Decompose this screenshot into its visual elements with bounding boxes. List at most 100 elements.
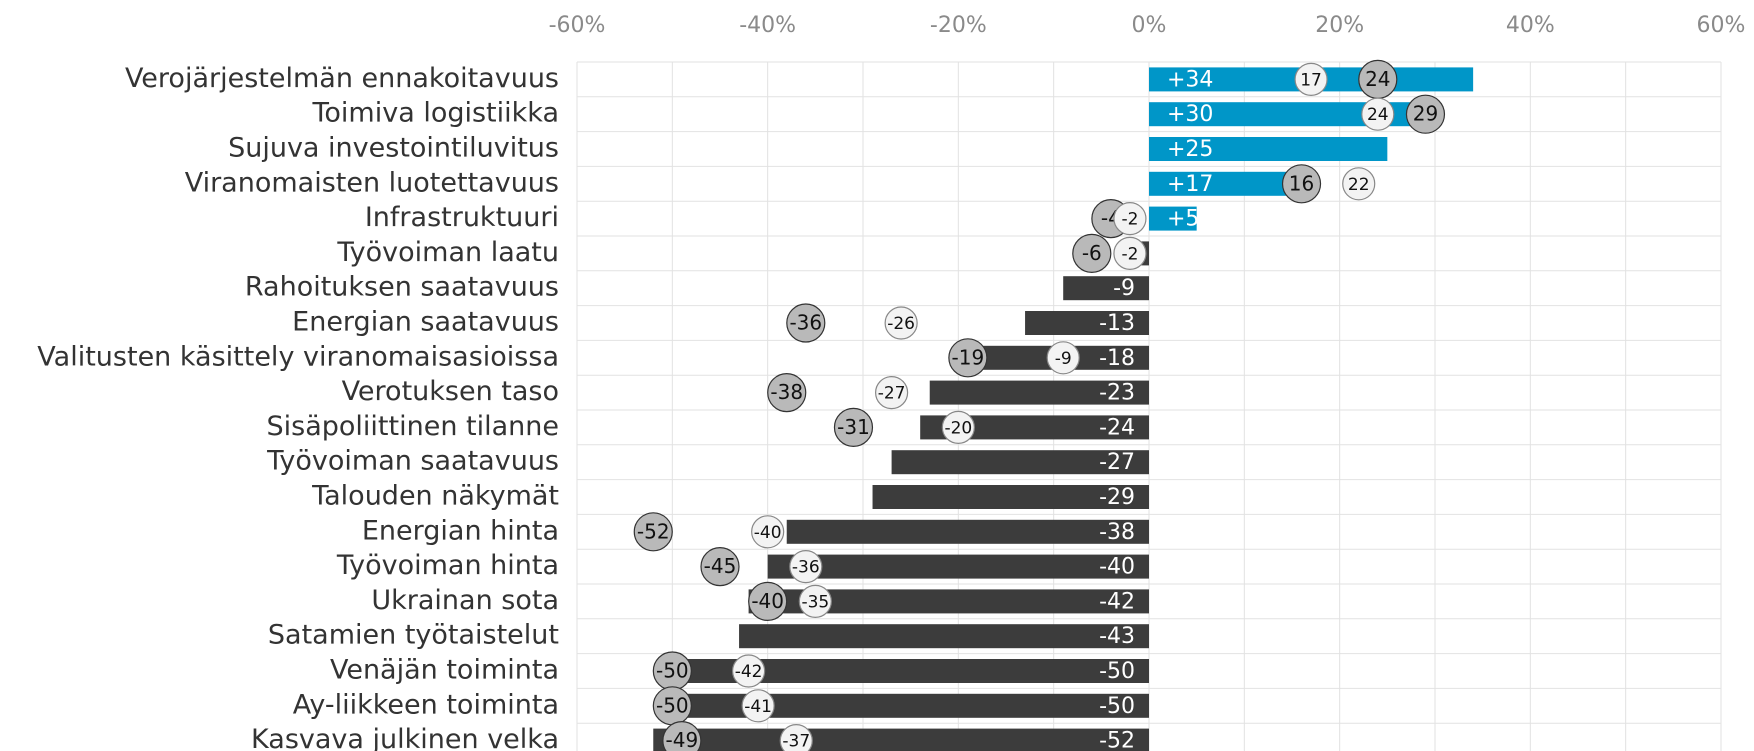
marker: [798, 584, 832, 619]
marker-label: -31: [837, 415, 870, 439]
bar-label: -42: [1099, 589, 1135, 614]
marker-label: -26: [887, 314, 915, 334]
category-label: Satamien työtaistelut: [268, 620, 559, 651]
marker-label: -20: [944, 418, 972, 438]
bar-label: -43: [1099, 624, 1135, 649]
marker: [1361, 97, 1395, 131]
category-label: Toimiva logistiikka: [312, 98, 560, 129]
marker-label: -40: [751, 589, 784, 613]
category-label: Rahoituksen saatavuus: [245, 272, 559, 303]
marker: [1072, 233, 1112, 273]
marker-label: -50: [656, 659, 689, 683]
bar-label: +17: [1167, 172, 1213, 197]
marker: [1405, 94, 1446, 134]
marker-label: 24: [1367, 105, 1389, 125]
bar-label: +5: [1167, 207, 1199, 232]
category-label: Kasvava julkinen velka: [251, 724, 559, 751]
bar-label: -24: [1099, 415, 1135, 440]
x-tick-label: 60%: [1697, 13, 1746, 38]
category-label: Talouden näkymät: [311, 481, 559, 512]
marker: [874, 376, 909, 410]
bar: [872, 485, 1149, 509]
category-label: Venäjän toiminta: [330, 655, 559, 686]
marker: [741, 689, 775, 723]
category-label: Verojärjestelmän ennakoitavuus: [125, 63, 559, 94]
bar: [1063, 276, 1149, 301]
bar-label: -23: [1099, 381, 1135, 406]
marker-label: 29: [1413, 102, 1438, 126]
category-label: Sujuva investointiluvitus: [228, 133, 559, 164]
bar-label: -38: [1099, 520, 1135, 545]
marker-label: -49: [666, 728, 699, 751]
bar-label: +34: [1167, 67, 1213, 92]
marker-label: -41: [744, 697, 772, 717]
x-tick-label: -40%: [739, 13, 796, 38]
marker-label: -50: [656, 693, 689, 717]
marker: [779, 724, 813, 751]
x-tick-label: 20%: [1315, 13, 1364, 38]
category-label: Ay-liikkeen toiminta: [293, 689, 559, 720]
bar-label: -40: [1099, 555, 1135, 580]
marker: [1281, 164, 1322, 204]
marker-label: 24: [1365, 67, 1390, 91]
bar-label: -52: [1099, 729, 1135, 751]
marker: [941, 410, 975, 444]
bar-label: -50: [1099, 659, 1135, 684]
x-tick-label: 0%: [1132, 13, 1167, 38]
category-label: Työvoiman laatu: [336, 237, 559, 268]
marker: [884, 306, 918, 340]
category-label: Viranomaisten luotettavuus: [185, 167, 559, 198]
marker-label: -27: [878, 384, 906, 404]
marker-label: 17: [1300, 70, 1322, 90]
bar: [891, 450, 1149, 475]
bar-label: -13: [1099, 311, 1135, 336]
marker-label: -35: [801, 592, 829, 612]
marker-label: -42: [735, 662, 763, 682]
bar: [786, 519, 1149, 544]
bar: [1149, 206, 1197, 231]
marker-label: -40: [754, 523, 782, 543]
marker-label: -19: [952, 345, 985, 369]
category-label: Verotuksen taso: [342, 376, 559, 407]
marker: [662, 721, 702, 751]
x-tick-label: -20%: [930, 13, 987, 38]
marker: [833, 407, 874, 447]
bar: [1149, 137, 1388, 161]
marker-label: -9: [1055, 349, 1072, 369]
bar-label: +25: [1167, 137, 1213, 162]
x-tick-label: 40%: [1506, 13, 1555, 38]
marker: [1113, 236, 1147, 270]
marker: [767, 373, 807, 413]
category-label: Ukrainan sota: [371, 585, 559, 616]
marker-label: -45: [704, 554, 737, 578]
marker: [1046, 341, 1080, 375]
marker-label: -52: [637, 519, 670, 543]
marker-label: -37: [782, 732, 810, 751]
bar-label: -9: [1113, 276, 1135, 301]
category-label: Energian saatavuus: [292, 307, 559, 338]
x-tick-label: -60%: [549, 13, 606, 38]
marker: [948, 338, 988, 378]
category-label: Energian hinta: [362, 515, 559, 546]
marker-label: -36: [792, 558, 820, 578]
bar: [739, 624, 1149, 649]
bar-label: -18: [1099, 346, 1135, 371]
marker: [1294, 62, 1328, 97]
marker-label: -2: [1121, 210, 1138, 230]
bar: [767, 554, 1149, 579]
marker: [789, 549, 823, 584]
bar: [1025, 311, 1149, 335]
category-label: Työvoiman saatavuus: [266, 446, 559, 477]
marker-label: -6: [1082, 241, 1102, 265]
marker: [751, 515, 785, 549]
marker-label: -2: [1121, 244, 1138, 264]
marker: [748, 581, 788, 622]
category-label: Valitusten käsittely viranomaisasioissa: [37, 341, 559, 372]
category-label: Infrastruktuuri: [365, 202, 559, 233]
bar-label: +30: [1167, 102, 1213, 127]
marker: [1342, 167, 1376, 201]
marker: [786, 303, 826, 343]
bar: [653, 728, 1149, 751]
category-label: Sisäpoliittinen tilanne: [267, 411, 559, 442]
